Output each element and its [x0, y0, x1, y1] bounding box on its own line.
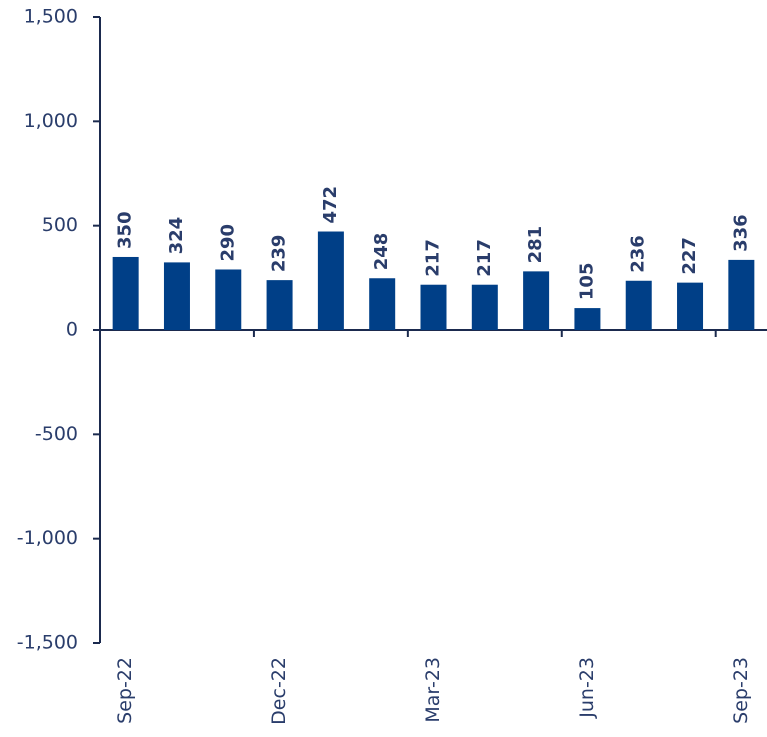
y-tick-label: -500	[35, 423, 78, 445]
value-label: 324	[166, 217, 187, 255]
value-label: 239	[269, 235, 290, 273]
x-tick-label: Sep-22	[114, 657, 136, 724]
x-tick-label: Mar-23	[422, 657, 444, 723]
y-tick-label: 1,500	[24, 6, 78, 28]
x-tick-label: Dec-22	[268, 657, 290, 725]
value-label: 217	[474, 239, 495, 277]
value-label: 236	[628, 235, 649, 273]
value-label: 105	[576, 263, 597, 301]
y-tick-label: 0	[66, 319, 78, 341]
value-label: 281	[525, 226, 546, 264]
y-tick-label: 1,000	[24, 110, 78, 132]
value-label: 472	[320, 186, 341, 224]
bar	[215, 269, 242, 330]
x-tick-label: Sep-23	[730, 657, 752, 724]
value-label: 290	[217, 224, 238, 262]
value-label: 248	[371, 233, 392, 271]
value-label: 336	[730, 214, 751, 252]
bar	[574, 308, 601, 330]
x-tick-label: Jun-23	[576, 657, 598, 719]
bar	[163, 262, 190, 330]
y-tick-label: -1,500	[17, 632, 78, 654]
bar	[369, 278, 396, 330]
y-tick-label: 500	[42, 214, 78, 236]
bar	[471, 284, 498, 330]
value-label: 227	[679, 237, 700, 275]
bar	[677, 282, 704, 330]
bar	[420, 284, 447, 330]
value-label: 350	[115, 211, 136, 249]
bar	[112, 256, 139, 330]
bar	[728, 259, 755, 330]
bar	[266, 280, 293, 330]
bar	[317, 231, 344, 330]
value-label: 217	[423, 239, 444, 277]
y-tick-label: -1,000	[17, 527, 78, 549]
bar	[523, 271, 550, 330]
bar	[625, 280, 652, 330]
